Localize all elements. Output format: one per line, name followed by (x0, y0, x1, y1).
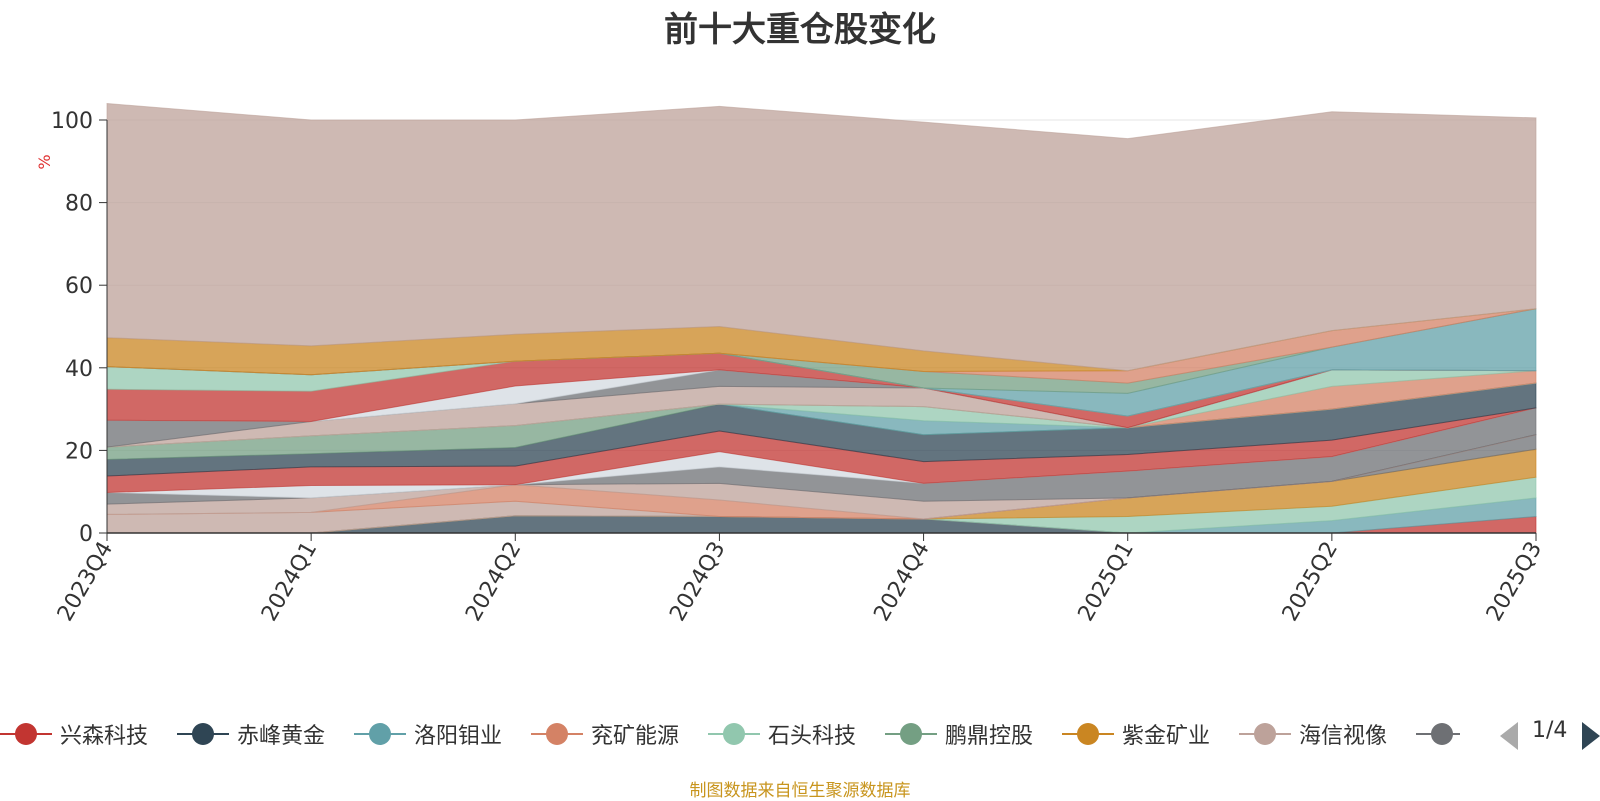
legend-marker-icon (531, 722, 583, 746)
legend-item[interactable]: 兴森科技 (0, 712, 148, 756)
legend-marker-icon (177, 722, 229, 746)
legend-next-page-icon[interactable] (1582, 722, 1600, 750)
x-tick-label: 2023Q4 (53, 538, 118, 626)
legend-item[interactable]: 石头科技 (708, 712, 856, 756)
legend-label: 兴森科技 (60, 724, 149, 749)
legend-marker-icon (0, 722, 52, 746)
legend-label: 洛阳钼业 (414, 724, 503, 749)
legend-item[interactable]: 赤峰黄金 (177, 712, 325, 756)
legend-marker-icon (1062, 722, 1114, 746)
legend-marker-icon (885, 722, 937, 746)
legend-marker-icon (354, 722, 406, 746)
y-tick-label: 40 (65, 357, 93, 382)
y-tick-label: 80 (65, 192, 93, 217)
x-tick-label: 2025Q3 (1482, 538, 1547, 626)
legend-item[interactable]: 鹏鼎控股 (885, 712, 1033, 756)
y-tick-label: 100 (51, 109, 93, 134)
chart-title: 前十大重仓股变化 (664, 10, 936, 50)
legend-label: 紫金矿业 (1122, 724, 1211, 749)
legend-marker-icon (1239, 722, 1291, 746)
x-tick-label: 2025Q2 (1278, 538, 1343, 626)
legend-marker-icon (1416, 722, 1460, 746)
legend-page-indicator: 1/4 (1532, 718, 1568, 743)
source-note: 制图数据来自恒生聚源数据库 (689, 781, 911, 801)
legend-label: 海信视像 (1299, 724, 1388, 749)
x-tick-label: 2024Q4 (869, 538, 934, 626)
x-tick-label: 2024Q1 (257, 538, 322, 626)
legend-item[interactable]: 海信视像 (1239, 712, 1387, 756)
x-tick-label: 2025Q1 (1074, 538, 1139, 626)
y-axis-label: % (35, 154, 54, 169)
legend-prev-page-icon[interactable] (1500, 722, 1518, 750)
x-tick-label: 2024Q3 (665, 538, 730, 626)
legend-label: 鹏鼎控股 (945, 724, 1034, 749)
y-tick-label: 60 (65, 274, 93, 299)
area-series-27[interactable] (106, 102, 1537, 372)
y-tick-label: 20 (65, 439, 93, 464)
legend-pager: 1/4 (1500, 718, 1600, 754)
legend-marker-icon (708, 722, 760, 746)
legend: 兴森科技 赤峰黄金 洛阳钼业 兖矿能源 石头科技 鹏鼎控股 紫金矿业 海信视像 其他 (0, 712, 1460, 756)
legend-item[interactable]: 紫金矿业 (1062, 712, 1210, 756)
x-tick-label: 2024Q2 (461, 538, 526, 626)
legend-item[interactable]: 其他 (1416, 712, 1460, 756)
legend-item[interactable]: 洛阳钼业 (354, 712, 502, 756)
legend-label: 赤峰黄金 (237, 724, 326, 749)
legend-label: 石头科技 (768, 724, 857, 749)
area-layer (106, 102, 1537, 534)
legend-label: 兖矿能源 (591, 724, 680, 749)
legend-item[interactable]: 兖矿能源 (531, 712, 679, 756)
y-tick-label: 0 (79, 522, 93, 547)
